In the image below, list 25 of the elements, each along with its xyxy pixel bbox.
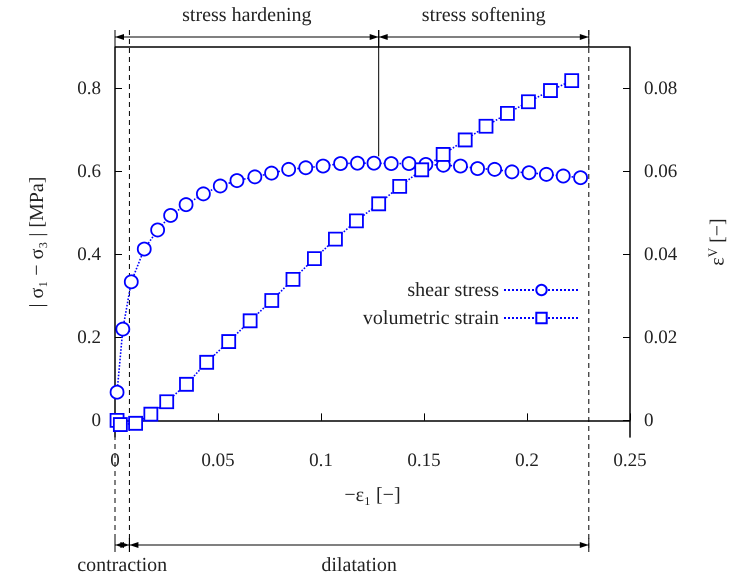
y2-tick-label: 0.04: [644, 244, 678, 265]
y2-axis-title: εV [−]: [705, 218, 728, 266]
x-tick-label: 0.15: [407, 450, 441, 471]
x-tick-label: 0: [110, 450, 120, 471]
x-tick-label: 0.2: [515, 450, 539, 471]
text: stress hardening: [182, 4, 312, 26]
y2-tick-label: 0.08: [644, 78, 678, 99]
x-tick-label: 0.05: [201, 450, 235, 471]
text: contraction: [77, 554, 168, 576]
y-tick-label: 0.4: [77, 244, 102, 265]
text: dilatation: [321, 554, 397, 576]
y-tick-label: 0.2: [77, 326, 101, 348]
y-tick-label: 0: [92, 410, 101, 431]
y2-tick-label: 0.06: [644, 160, 678, 182]
text: stress softening: [422, 4, 546, 26]
x-axis-title: −ε₁ [−]: [344, 484, 401, 506]
x-tick-label: 0.25: [613, 450, 647, 471]
legend-label: shear stress: [407, 279, 500, 301]
y2-tick-label: 0.02: [644, 326, 678, 348]
legend-label: volumetric strain: [362, 307, 499, 329]
x-tick-label: 0.1: [309, 450, 333, 471]
y-tick-label: 0.6: [77, 160, 101, 182]
y-tick-label: 0.8: [77, 78, 101, 99]
y2-tick-label: 0: [644, 410, 654, 431]
y-axis-title: | σ₁ − σ₃ | [MPa]: [26, 176, 48, 308]
